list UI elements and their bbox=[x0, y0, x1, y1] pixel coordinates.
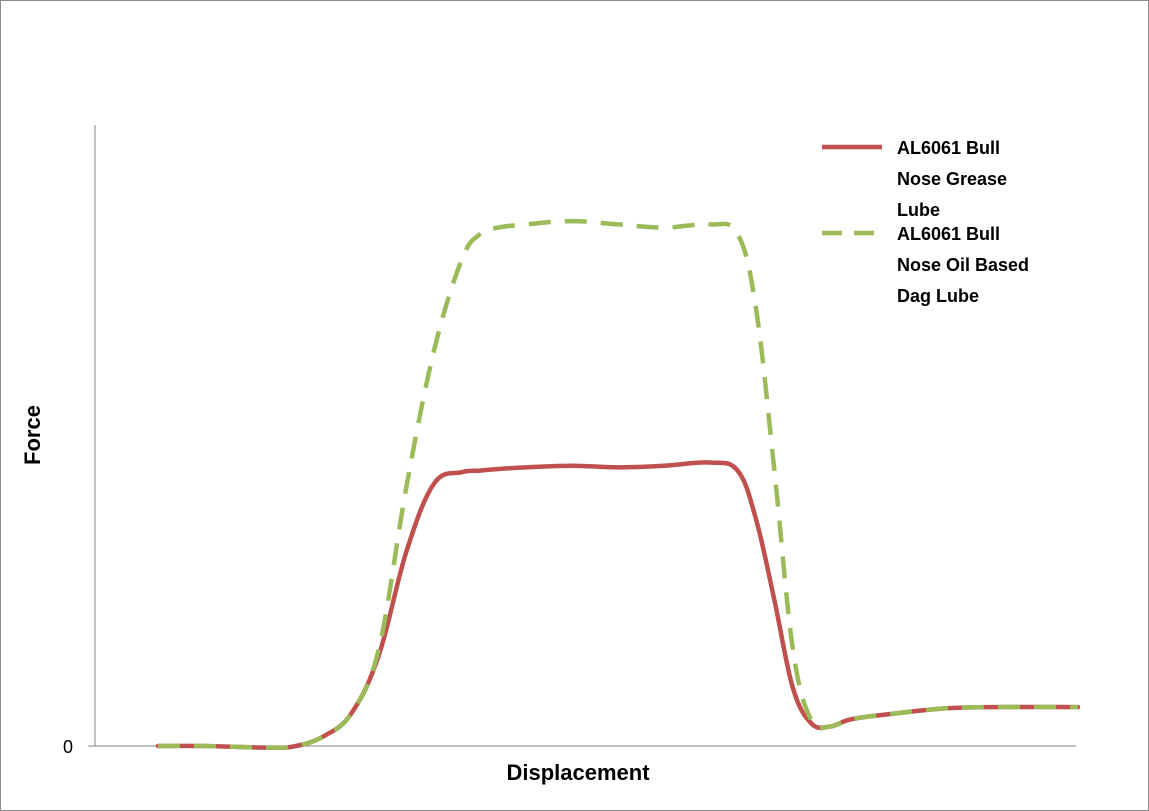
legend-label-1-line-2: Nose Grease bbox=[897, 169, 1007, 189]
legend-entry-1: AL6061 Bull Nose Grease Lube bbox=[822, 138, 1007, 220]
legend-label-2-line-2: Nose Oil Based bbox=[897, 255, 1029, 275]
series-line-1 bbox=[155, 460, 1081, 750]
legend-entry-2: AL6061 Bull Nose Oil Based Dag Lube bbox=[822, 224, 1029, 306]
x-axis-title: Displacement bbox=[506, 760, 650, 785]
legend-label-2-line-1: AL6061 Bull bbox=[897, 224, 1000, 244]
series-layer bbox=[155, 218, 1081, 750]
legend: AL6061 Bull Nose Grease Lube AL6061 Bull Nos… bbox=[822, 138, 1029, 306]
legend-label-1-line-3: Lube bbox=[897, 200, 940, 220]
legend-label-2-line-3: Dag Lube bbox=[897, 286, 979, 306]
legend-label-1-line-1: AL6061 Bull bbox=[897, 138, 1000, 158]
y-tick-label: 0 bbox=[63, 737, 73, 757]
y-axis-title: Force bbox=[20, 405, 45, 465]
series-line-2 bbox=[157, 218, 1079, 750]
